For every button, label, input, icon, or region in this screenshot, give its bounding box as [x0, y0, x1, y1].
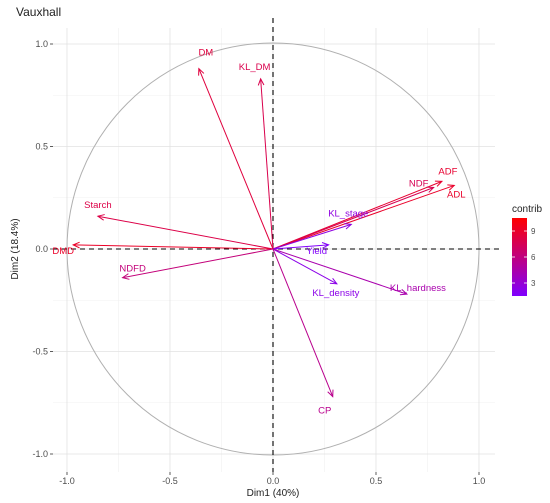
label-adf: ADF	[438, 166, 457, 177]
arrow-starch	[97, 215, 274, 250]
arrowhead-starch	[96, 214, 105, 221]
label-kl-stage: KL_stage	[328, 208, 368, 219]
y-axis-title: Dim2 (18.4%)	[10, 218, 21, 279]
arrow-kl-hardness	[272, 248, 408, 295]
arrow-dm	[198, 68, 274, 250]
arrow-cp	[272, 248, 334, 397]
arrowhead-yield	[321, 242, 330, 249]
label-dm: DM	[198, 48, 213, 59]
legend-tick-label: 3	[531, 279, 536, 288]
arrowhead-ndfd	[121, 273, 130, 280]
arrow-adl	[272, 184, 455, 250]
arrowhead-ndf	[426, 186, 435, 193]
arrowhead-cp	[327, 389, 334, 398]
contrib-legend: contrib 9 6 3	[512, 204, 542, 296]
arrow-kl-stage	[272, 223, 352, 250]
legend-colorbar	[512, 218, 527, 296]
arrow-kl-dm	[260, 78, 274, 250]
chart-title: Vauxhall	[16, 5, 61, 19]
arrowhead-kl-dm	[257, 77, 265, 86]
arrow-kl-density	[272, 248, 338, 285]
legend-title: contrib	[512, 204, 542, 215]
arrows-layer	[71, 67, 456, 398]
arrow-dmd	[73, 244, 274, 250]
arrow-ndfd	[122, 248, 274, 279]
label-cp: CP	[318, 406, 331, 417]
y-tick-label: 0.5	[35, 142, 48, 152]
label-starch: Starch	[84, 200, 111, 211]
label-dmd: DMD	[52, 246, 74, 257]
arrowhead-adf	[434, 180, 444, 187]
arrowhead-dmd	[71, 241, 80, 249]
x-tick-label: 0.0	[267, 476, 280, 486]
arrowhead-adl	[447, 184, 456, 191]
legend-tick-label: 6	[531, 253, 536, 262]
x-axis-title: Dim1 (40%)	[247, 488, 300, 499]
legend-ticks: 9 6 3	[512, 227, 536, 288]
y-tick-label: 1.0	[35, 39, 48, 49]
x-tick-label: 0.5	[370, 476, 383, 486]
labels-layer: DM KL_DM ADF NDF ADL Starch DMD NDFD KL_stage Yie…	[52, 48, 465, 417]
arrowhead-dm	[198, 67, 205, 76]
legend-tick-label: 9	[531, 227, 536, 236]
label-kl-hardness: KL_hardness	[390, 283, 446, 294]
label-ndf: NDF	[409, 179, 429, 190]
axes-layer: -1.0 -0.5 0.0 0.5 1.0 -1.0 -0.5 0.0 0.5 1.0	[32, 39, 485, 486]
label-ndfd: NDFD	[119, 264, 146, 275]
y-tick-label: -1.0	[32, 449, 48, 459]
label-kl-density: KL_density	[312, 288, 359, 299]
y-tick-label: 0.0	[35, 244, 48, 254]
arrowhead-kl-stage	[344, 223, 353, 230]
label-yield: Yield	[306, 246, 327, 257]
x-tick-label: -1.0	[59, 476, 75, 486]
x-tick-label: -0.5	[162, 476, 178, 486]
arrowhead-kl-hardness	[399, 288, 409, 296]
y-tick-label: -0.5	[32, 347, 48, 357]
arrowhead-kl-density	[329, 277, 338, 285]
arrow-ndf	[272, 187, 434, 250]
label-adl: ADL	[447, 189, 465, 200]
arrow-yield	[272, 244, 329, 250]
x-tick-label: 1.0	[473, 476, 486, 486]
label-kl-dm: KL_DM	[239, 62, 271, 73]
